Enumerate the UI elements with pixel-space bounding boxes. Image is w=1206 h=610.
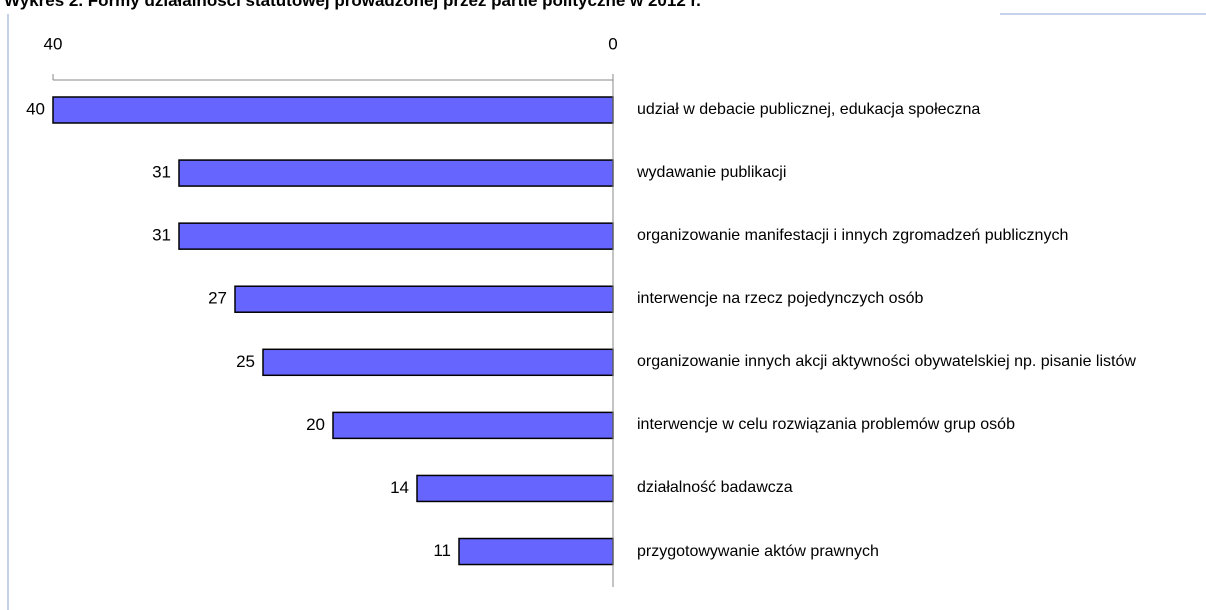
value-label: 11 [433,541,451,560]
category-label: działalność badawcza [637,479,793,497]
x-tick-label: 0 [608,34,617,53]
category-label: przygotowywanie aktów prawnych [637,542,879,560]
value-label: 25 [236,352,255,371]
value-label: 27 [208,289,227,308]
value-label: 31 [152,226,171,245]
bar [178,159,614,187]
category-label: interwencje na rzecz pojedynczych osób [637,290,924,308]
bar [262,348,614,377]
category-label: wydawanie publikacji [637,164,787,182]
value-label: 31 [152,163,171,182]
bar [234,285,614,313]
bar [458,537,614,566]
category-label: organizowanie innych akcji aktywności ob… [637,353,1136,371]
x-tick-label: 40 [44,34,63,53]
category-label: interwencje w celu rozwiązania problemów… [637,416,1015,434]
chart-title: Wykres 2. Formy działalności statutowej … [4,0,701,10]
value-label: 14 [390,478,409,497]
category-label: organizowanie manifestacji i innych zgro… [637,227,1069,245]
bar [416,474,614,503]
category-label: udział w debacie publicznej, edukacja sp… [637,101,981,118]
value-label: 40 [26,99,45,118]
bar [332,411,614,440]
bar [52,96,614,124]
value-label: 20 [306,415,325,434]
bar [178,222,614,250]
